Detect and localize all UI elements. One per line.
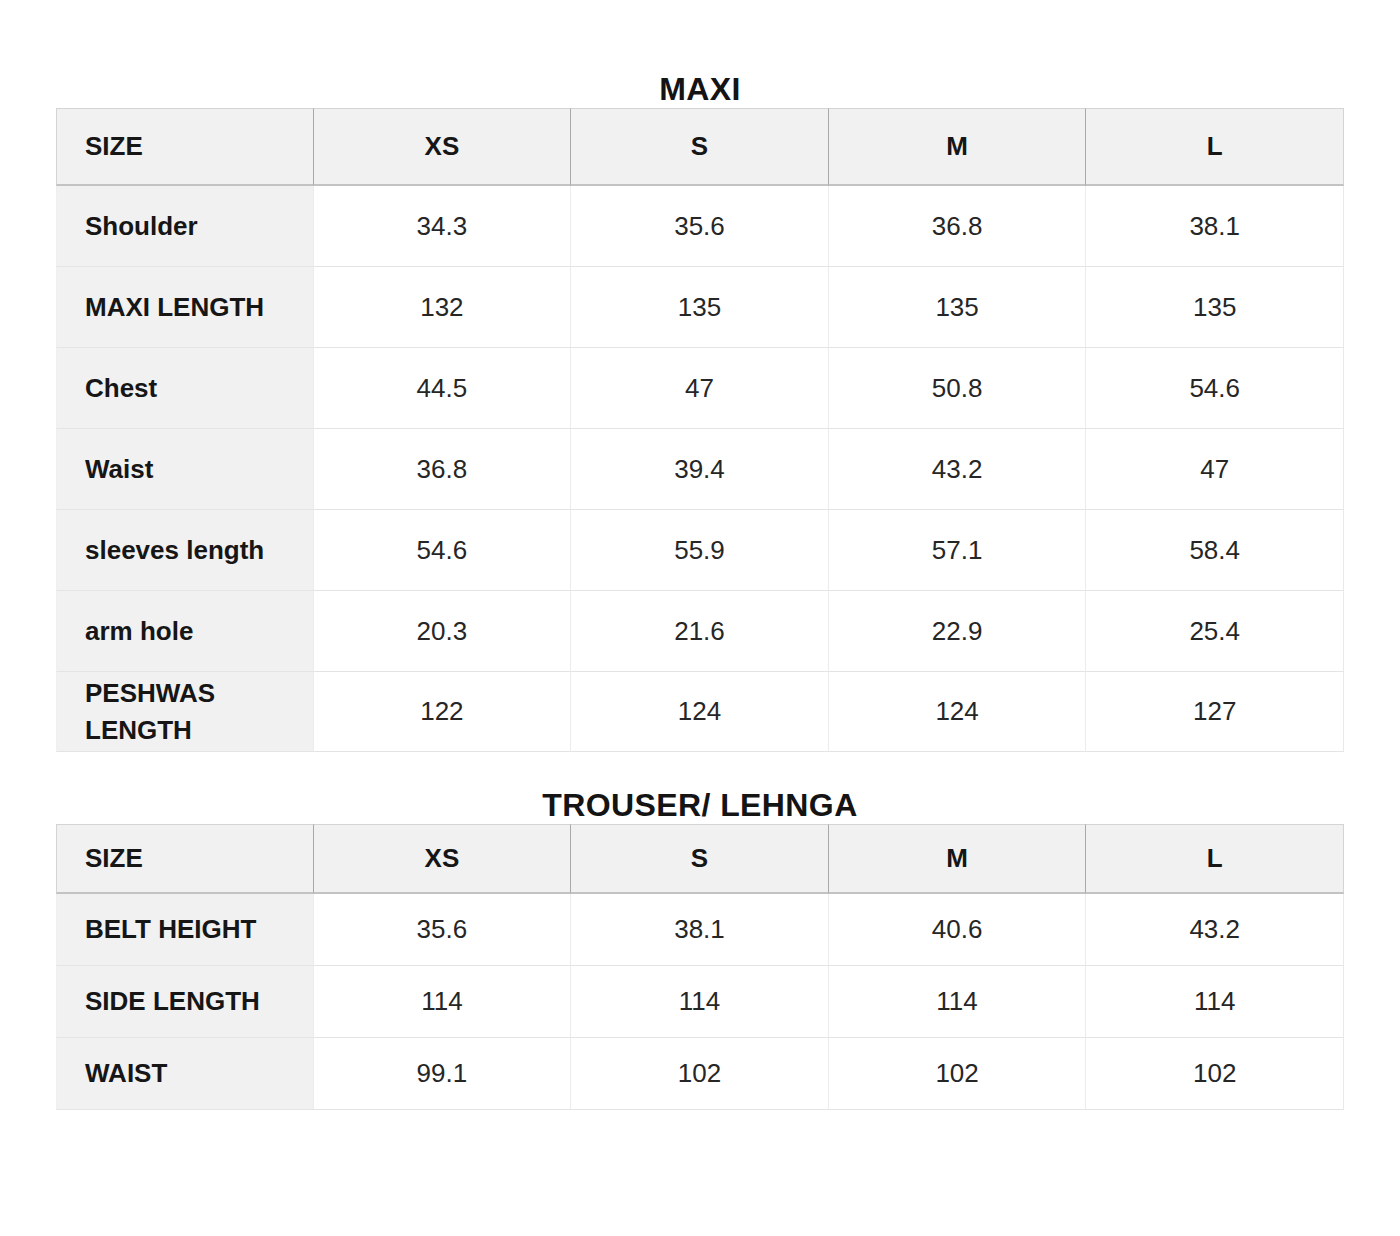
cell-value: 99.1: [314, 1038, 572, 1110]
cell-value: 50.8: [829, 348, 1087, 429]
cell-value: 102: [1086, 1038, 1344, 1110]
trouser-column-header-size: SIZE: [56, 824, 314, 894]
trouser-column-header-s: S: [571, 824, 829, 894]
cell-value: 20.3: [314, 591, 572, 672]
table-row-arm-hole: arm hole 20.3 21.6 22.9 25.4: [56, 591, 1344, 672]
cell-value: 54.6: [314, 510, 572, 591]
row-label: SIDE LENGTH: [56, 966, 314, 1038]
cell-value: 55.9: [571, 510, 829, 591]
cell-value: 57.1: [829, 510, 1087, 591]
cell-value: 35.6: [314, 894, 572, 966]
maxi-table-title: MAXI: [0, 70, 1400, 108]
cell-value: 44.5: [314, 348, 572, 429]
row-label: WAIST: [56, 1038, 314, 1110]
maxi-column-header-size: SIZE: [56, 108, 314, 186]
cell-value: 39.4: [571, 429, 829, 510]
table-row-side-length: SIDE LENGTH 114 114 114 114: [56, 966, 1344, 1038]
maxi-header-row: SIZE XS S M L: [56, 108, 1344, 186]
maxi-column-header-xs: XS: [314, 108, 572, 186]
trouser-column-header-xs: XS: [314, 824, 572, 894]
cell-value: 21.6: [571, 591, 829, 672]
cell-value: 36.8: [829, 186, 1087, 267]
table-row-chest: Chest 44.5 47 50.8 54.6: [56, 348, 1344, 429]
cell-value: 135: [571, 267, 829, 348]
cell-value: 25.4: [1086, 591, 1344, 672]
cell-value: 127: [1086, 672, 1344, 752]
trouser-column-header-m: M: [829, 824, 1087, 894]
row-label: MAXI LENGTH: [56, 267, 314, 348]
trouser-size-table: SIZE XS S M L BELT HEIGHT 35.6 38.1 40.6…: [56, 824, 1344, 1110]
row-label: Chest: [56, 348, 314, 429]
cell-value: 135: [1086, 267, 1344, 348]
table-row-shoulder: Shoulder 34.3 35.6 36.8 38.1: [56, 186, 1344, 267]
row-label: Shoulder: [56, 186, 314, 267]
cell-value: 114: [314, 966, 572, 1038]
cell-value: 43.2: [1086, 894, 1344, 966]
row-label: Waist: [56, 429, 314, 510]
cell-value: 34.3: [314, 186, 572, 267]
cell-value: 40.6: [829, 894, 1087, 966]
cell-value: 124: [829, 672, 1087, 752]
cell-value: 102: [829, 1038, 1087, 1110]
maxi-column-header-l: L: [1086, 108, 1344, 186]
cell-value: 114: [1086, 966, 1344, 1038]
maxi-column-header-s: S: [571, 108, 829, 186]
cell-value: 114: [829, 966, 1087, 1038]
cell-value: 47: [1086, 429, 1344, 510]
cell-value: 43.2: [829, 429, 1087, 510]
trouser-header-row: SIZE XS S M L: [56, 824, 1344, 894]
table-row-maxi-length: MAXI LENGTH 132 135 135 135: [56, 267, 1344, 348]
table-row-waist: Waist 36.8 39.4 43.2 47: [56, 429, 1344, 510]
table-row-peshwas-length: PESHWAS LENGTH 122 124 124 127: [56, 672, 1344, 752]
cell-value: 132: [314, 267, 572, 348]
row-label: PESHWAS LENGTH: [56, 672, 314, 752]
cell-value: 135: [829, 267, 1087, 348]
cell-value: 38.1: [571, 894, 829, 966]
cell-value: 102: [571, 1038, 829, 1110]
row-label: BELT HEIGHT: [56, 894, 314, 966]
cell-value: 124: [571, 672, 829, 752]
maxi-column-header-m: M: [829, 108, 1087, 186]
maxi-size-table: SIZE XS S M L Shoulder 34.3 35.6 36.8 38…: [56, 108, 1344, 752]
row-label: arm hole: [56, 591, 314, 672]
trouser-column-header-l: L: [1086, 824, 1344, 894]
cell-value: 35.6: [571, 186, 829, 267]
table-row-sleeves-length: sleeves length 54.6 55.9 57.1 58.4: [56, 510, 1344, 591]
size-chart-page: MAXI SIZE XS S M L Shoulder 34.3 35.6 36…: [0, 0, 1400, 1236]
table-row-waist-trouser: WAIST 99.1 102 102 102: [56, 1038, 1344, 1110]
cell-value: 54.6: [1086, 348, 1344, 429]
cell-value: 58.4: [1086, 510, 1344, 591]
cell-value: 22.9: [829, 591, 1087, 672]
cell-value: 47: [571, 348, 829, 429]
trouser-table-title: TROUSER/ LEHNGA: [0, 786, 1400, 824]
row-label: sleeves length: [56, 510, 314, 591]
table-row-belt-height: BELT HEIGHT 35.6 38.1 40.6 43.2: [56, 894, 1344, 966]
cell-value: 114: [571, 966, 829, 1038]
cell-value: 38.1: [1086, 186, 1344, 267]
cell-value: 122: [314, 672, 572, 752]
cell-value: 36.8: [314, 429, 572, 510]
